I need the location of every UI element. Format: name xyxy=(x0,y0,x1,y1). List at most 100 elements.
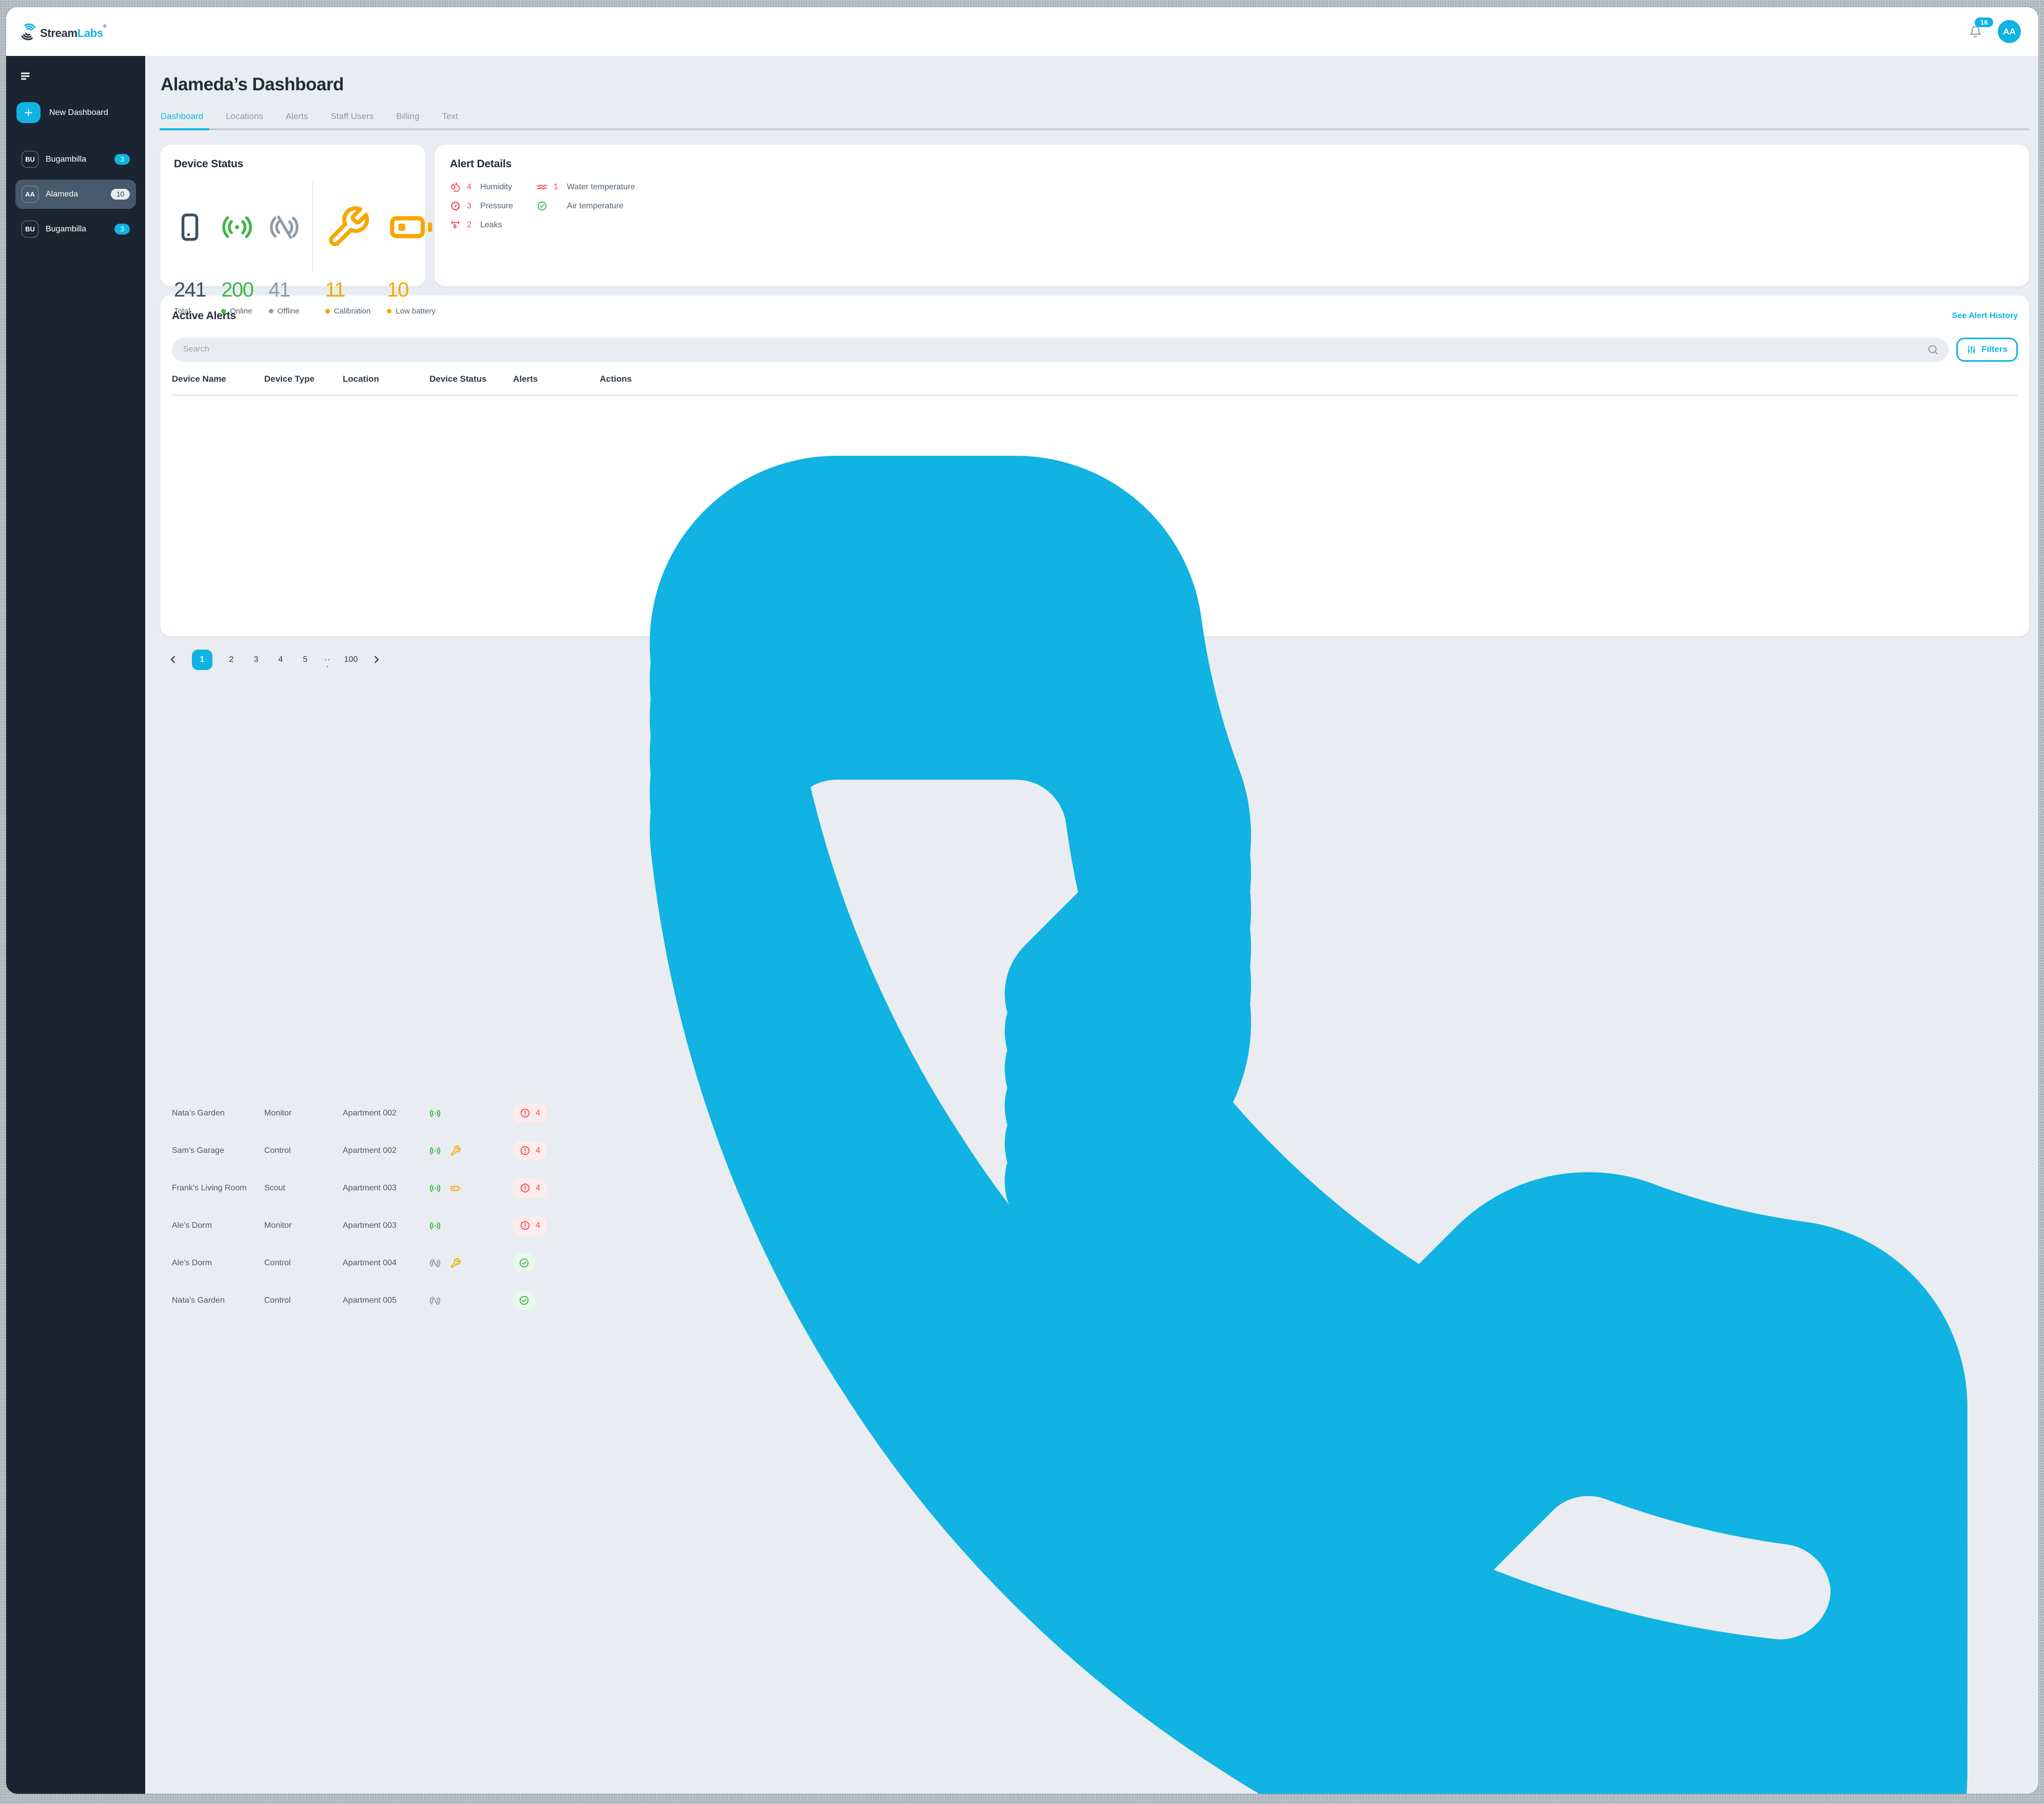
column-header-device-status: Device Status xyxy=(429,374,487,384)
next-page-button[interactable] xyxy=(371,654,382,665)
sidebar-item-label: Bugambilla xyxy=(46,154,87,164)
cell-alerts xyxy=(513,1253,593,1273)
sidebar-item-badge: 3 xyxy=(114,154,130,165)
waves-icon xyxy=(537,182,547,192)
alert-detail-humidity: 4 Humidity xyxy=(450,182,513,192)
alert-details-card: Alert Details 4 Humidity 3 Pressure 2 Leaks 1 W… xyxy=(435,145,2029,286)
column-header-actions: Actions xyxy=(600,374,632,384)
tab-billing[interactable]: Billing xyxy=(396,111,420,121)
alert-count: 4 xyxy=(536,1108,540,1117)
cell-device-name: Sam’s Garage xyxy=(172,1146,224,1155)
table-row: Nata’s Garden Control Apartment 005 xyxy=(172,583,2018,1794)
sidebar-item-bugambilla[interactable]: BU Bugambilla 3 xyxy=(15,214,136,244)
cell-device-name: Nata’s Garden xyxy=(172,1108,225,1117)
column-header-alerts: Alerts xyxy=(513,374,538,384)
search-input[interactable] xyxy=(172,337,1949,362)
cell-device-status xyxy=(429,1145,513,1156)
tab-dashboard[interactable]: Dashboard xyxy=(159,111,210,130)
alert-ok-badge xyxy=(513,1253,535,1273)
alert-detail-leaks: 2 Leaks xyxy=(450,220,513,230)
cell-alerts xyxy=(513,1291,593,1310)
page-button-4[interactable]: 4 xyxy=(278,655,283,664)
menu-icon[interactable] xyxy=(19,70,33,84)
page-button-100[interactable]: 100 xyxy=(344,655,358,664)
call-button[interactable] xyxy=(593,593,2018,1794)
stat-total: 241 Total xyxy=(174,182,207,316)
stat-label: Total xyxy=(174,307,206,316)
sidebar-item-label: Alameda xyxy=(46,189,78,199)
stat-label: Offline xyxy=(268,306,300,316)
tab-alerts[interactable]: Alerts xyxy=(285,111,308,121)
previous-page-button[interactable] xyxy=(168,654,179,665)
device-status-card: Device Status 241 Total 200 Online 41 Offline… xyxy=(161,145,436,316)
humidity-icon xyxy=(450,182,461,192)
notifications-button[interactable]: 16 xyxy=(1969,17,1994,38)
pagination-ellipsis: ·· xyxy=(324,655,331,670)
alert-detail-count: 1 xyxy=(554,182,558,191)
sidebar-item-alameda[interactable]: AA Alameda 10 xyxy=(15,180,136,209)
pressure-icon xyxy=(450,201,461,211)
stat-offline: 41 Offline xyxy=(268,182,300,316)
cell-location: Apartment 005 xyxy=(343,1296,397,1305)
online-icon xyxy=(429,1183,441,1194)
alert-detail-pressure: 3 Pressure xyxy=(450,201,513,211)
filters-button[interactable]: Filters xyxy=(1956,337,2018,362)
stat-label: Calibration xyxy=(325,306,371,316)
online-icon xyxy=(429,1220,441,1231)
see-alert-history-link[interactable]: See Alert History xyxy=(1952,311,2018,320)
cell-location: Apartment 002 xyxy=(343,1146,397,1155)
tab-staff-users[interactable]: Staff Users xyxy=(330,111,374,121)
tab-text[interactable]: Text xyxy=(442,111,458,121)
tab-locations[interactable]: Locations xyxy=(226,111,263,121)
page-title: Alameda’s Dashboard xyxy=(161,74,344,94)
wrench-icon xyxy=(325,182,371,273)
alert-icon xyxy=(520,1183,530,1193)
alert-count: 4 xyxy=(536,1221,540,1230)
search-icon xyxy=(1927,344,1939,356)
cell-location: Apartment 003 xyxy=(343,1183,397,1192)
pagination: 1 2 3 4 5 ·· 100 xyxy=(168,649,2029,670)
top-header: StreamLabs® 16 AA xyxy=(6,7,2038,56)
table-body: Nata’s Garden Monitor Apartment 002 4 Sam’s … xyxy=(172,396,2018,1794)
stat-label-text: Online xyxy=(230,306,252,316)
streamlabs-logo-icon xyxy=(22,23,35,40)
table-header: Device Name Device Type Location Device Sta… xyxy=(172,374,2018,396)
alert-detail-count: 4 xyxy=(467,182,471,191)
sidebar: New Dashboard BU Bugambilla 3 AA Alameda 10 BU… xyxy=(6,56,145,1794)
cell-device-type: Scout xyxy=(264,1183,285,1192)
sidebar-item-badge: 3 xyxy=(114,224,130,234)
cell-device-status xyxy=(429,1295,513,1306)
sidebar-item-avatar: AA xyxy=(22,186,38,203)
new-dashboard-button[interactable]: New Dashboard xyxy=(16,102,136,123)
stat-label-text: Offline xyxy=(277,306,300,316)
alert-detail-water-temperature: 1 Water temperature xyxy=(537,182,635,192)
cell-device-type: Control xyxy=(264,1258,291,1267)
cell-location: Apartment 002 xyxy=(343,1108,397,1117)
sliders-icon xyxy=(1967,345,1976,355)
page-button-1[interactable]: 1 xyxy=(192,649,212,670)
bell-icon xyxy=(1969,25,1982,38)
online-icon xyxy=(429,1145,441,1156)
page-button-5[interactable]: 5 xyxy=(303,655,308,664)
alert-detail-air-temperature: Air temperature xyxy=(537,201,635,211)
table-row: Nata’s Garden Monitor Apartment 002 4 xyxy=(172,396,2018,1776)
stat-low-battery: 10 Low battery xyxy=(387,182,436,316)
online-icon xyxy=(429,1108,441,1119)
cell-alerts: 4 xyxy=(513,1216,593,1236)
sidebar-item-avatar: BU xyxy=(22,221,38,238)
sidebar-item-bugambilla[interactable]: BU Bugambilla 3 xyxy=(15,145,136,174)
stat-label-text: Calibration xyxy=(333,306,371,316)
stat-value: 41 xyxy=(268,278,291,301)
notification-count-badge: 16 xyxy=(1975,17,1994,27)
user-avatar[interactable]: AA xyxy=(1998,20,2021,43)
offline-icon xyxy=(429,1295,441,1306)
stat-online: 200 Online xyxy=(221,182,254,316)
stat-value: 11 xyxy=(325,278,346,301)
cell-device-status xyxy=(429,1220,513,1231)
main-content: Alameda’s Dashboard Dashboard Locations Al… xyxy=(145,56,2038,1794)
stat-calibration: 11 Calibration xyxy=(325,182,371,316)
page-button-3[interactable]: 3 xyxy=(253,655,259,664)
offline-icon xyxy=(269,182,300,273)
page-button-2[interactable]: 2 xyxy=(229,655,234,664)
device-icon xyxy=(174,182,206,273)
